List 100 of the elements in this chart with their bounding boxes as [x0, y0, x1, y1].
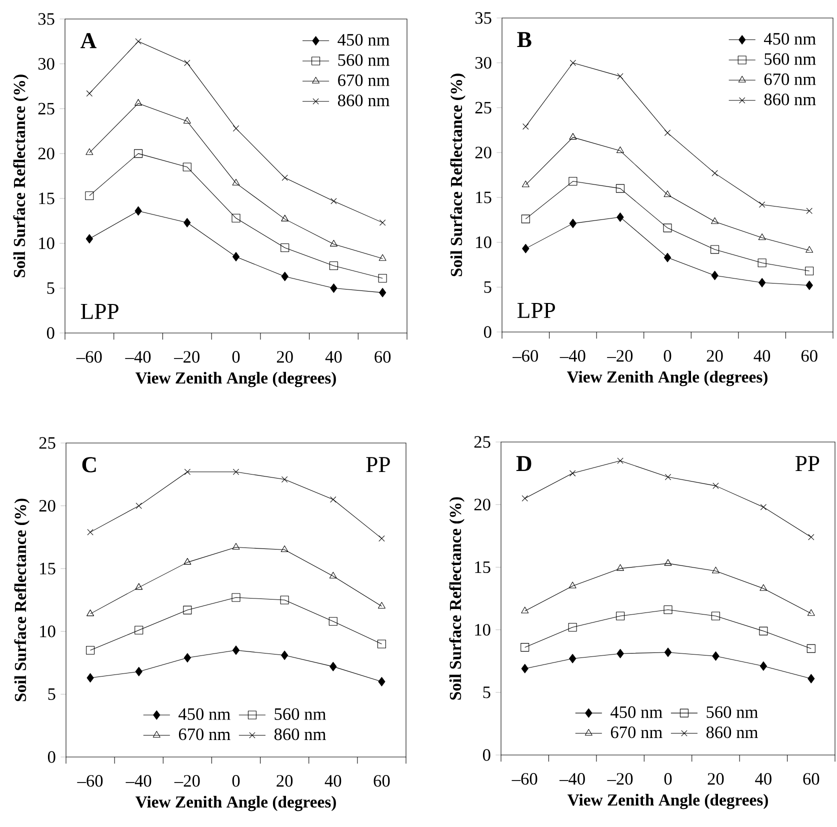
point — [135, 38, 142, 45]
point — [521, 664, 528, 674]
y-tick-label: 20 — [38, 148, 54, 160]
x-tick-label: 20 — [706, 350, 723, 362]
y-tick-label: 35 — [38, 13, 54, 25]
point — [184, 218, 191, 228]
point — [330, 240, 338, 246]
x-tick-label: –40 — [560, 350, 586, 362]
point — [86, 646, 95, 655]
point — [712, 170, 718, 176]
annotation: PP — [795, 456, 820, 471]
point — [522, 123, 529, 130]
point — [568, 177, 578, 186]
point — [664, 648, 672, 658]
point — [184, 60, 190, 66]
point — [86, 90, 93, 97]
point — [664, 252, 672, 262]
point — [328, 617, 338, 626]
y-tick-label: 15 — [40, 562, 56, 574]
point — [569, 470, 576, 476]
point — [758, 202, 766, 208]
point — [281, 650, 288, 660]
y-tick-label: 20 — [474, 498, 490, 510]
point — [617, 458, 624, 464]
point — [86, 673, 94, 683]
annotation: LPP — [80, 304, 118, 319]
point — [86, 234, 93, 244]
y-axis-title: Soil Surface Reflectance (%) — [13, 74, 28, 278]
point — [805, 266, 814, 276]
point — [329, 572, 337, 578]
y-tick-label: 10 — [39, 237, 54, 250]
x-tick-label: 20 — [708, 773, 724, 785]
point — [806, 644, 816, 653]
point — [568, 623, 577, 632]
point — [134, 626, 144, 634]
y-tick-label: 30 — [38, 58, 54, 70]
legend-label: 450 nm — [178, 708, 230, 720]
point — [86, 148, 94, 155]
y-tick-label: 0 — [484, 326, 492, 338]
point — [664, 474, 672, 480]
point — [617, 73, 624, 80]
legend-label: 860 nm — [764, 94, 816, 106]
x-tick-label: 60 — [801, 350, 818, 362]
x-axis-title: View Zenith Angle (degrees) — [567, 370, 768, 386]
point — [232, 468, 240, 475]
annotation: D — [516, 456, 532, 471]
point — [184, 468, 191, 475]
point — [281, 476, 288, 483]
point — [664, 605, 672, 614]
y-tick-label: 25 — [475, 102, 492, 114]
y-tick-label: 15 — [476, 192, 492, 204]
point — [377, 640, 386, 648]
point — [664, 130, 671, 136]
point — [712, 482, 719, 489]
point — [808, 674, 815, 684]
point — [758, 258, 766, 268]
y-tick-label: 10 — [476, 236, 492, 248]
point — [232, 646, 240, 655]
point — [806, 208, 812, 214]
legend-label: 560 nm — [338, 54, 390, 66]
point — [569, 133, 577, 140]
point — [87, 529, 94, 536]
point — [663, 224, 672, 232]
point — [182, 162, 192, 172]
point — [330, 662, 337, 672]
y-tick-label: 20 — [39, 500, 56, 512]
point — [330, 496, 336, 503]
x-tick-label: –20 — [174, 775, 200, 787]
point — [711, 612, 720, 620]
x-axis-title: View Zenith Angle (degrees) — [136, 796, 336, 812]
x-tick-label: 0 — [232, 351, 240, 363]
point — [760, 584, 768, 591]
legend-label: 560 nm — [706, 706, 758, 718]
y-tick-label: 5 — [484, 281, 492, 293]
point — [522, 180, 530, 188]
y-tick-label: 25 — [39, 437, 56, 449]
point — [280, 545, 288, 552]
point — [232, 125, 240, 132]
point — [183, 606, 192, 614]
point — [568, 582, 576, 588]
point — [521, 214, 530, 224]
point — [616, 184, 624, 193]
x-tick-label: 40 — [754, 350, 770, 362]
point — [134, 149, 143, 158]
point — [807, 609, 815, 616]
point — [280, 596, 289, 604]
x-tick-label: 0 — [232, 775, 240, 787]
x-axis-title: View Zenith Angle (degrees) — [568, 794, 768, 810]
point — [758, 278, 766, 288]
y-tick-label: 20 — [475, 146, 492, 158]
point — [569, 654, 576, 664]
point — [183, 116, 191, 124]
point — [664, 190, 672, 197]
annotation: B — [517, 32, 532, 48]
x-tick-label: –20 — [174, 351, 200, 363]
y-tick-label: 5 — [47, 282, 54, 294]
point — [522, 495, 528, 502]
legend-label: 860 nm — [338, 94, 390, 106]
point — [232, 252, 240, 262]
point — [806, 280, 813, 290]
